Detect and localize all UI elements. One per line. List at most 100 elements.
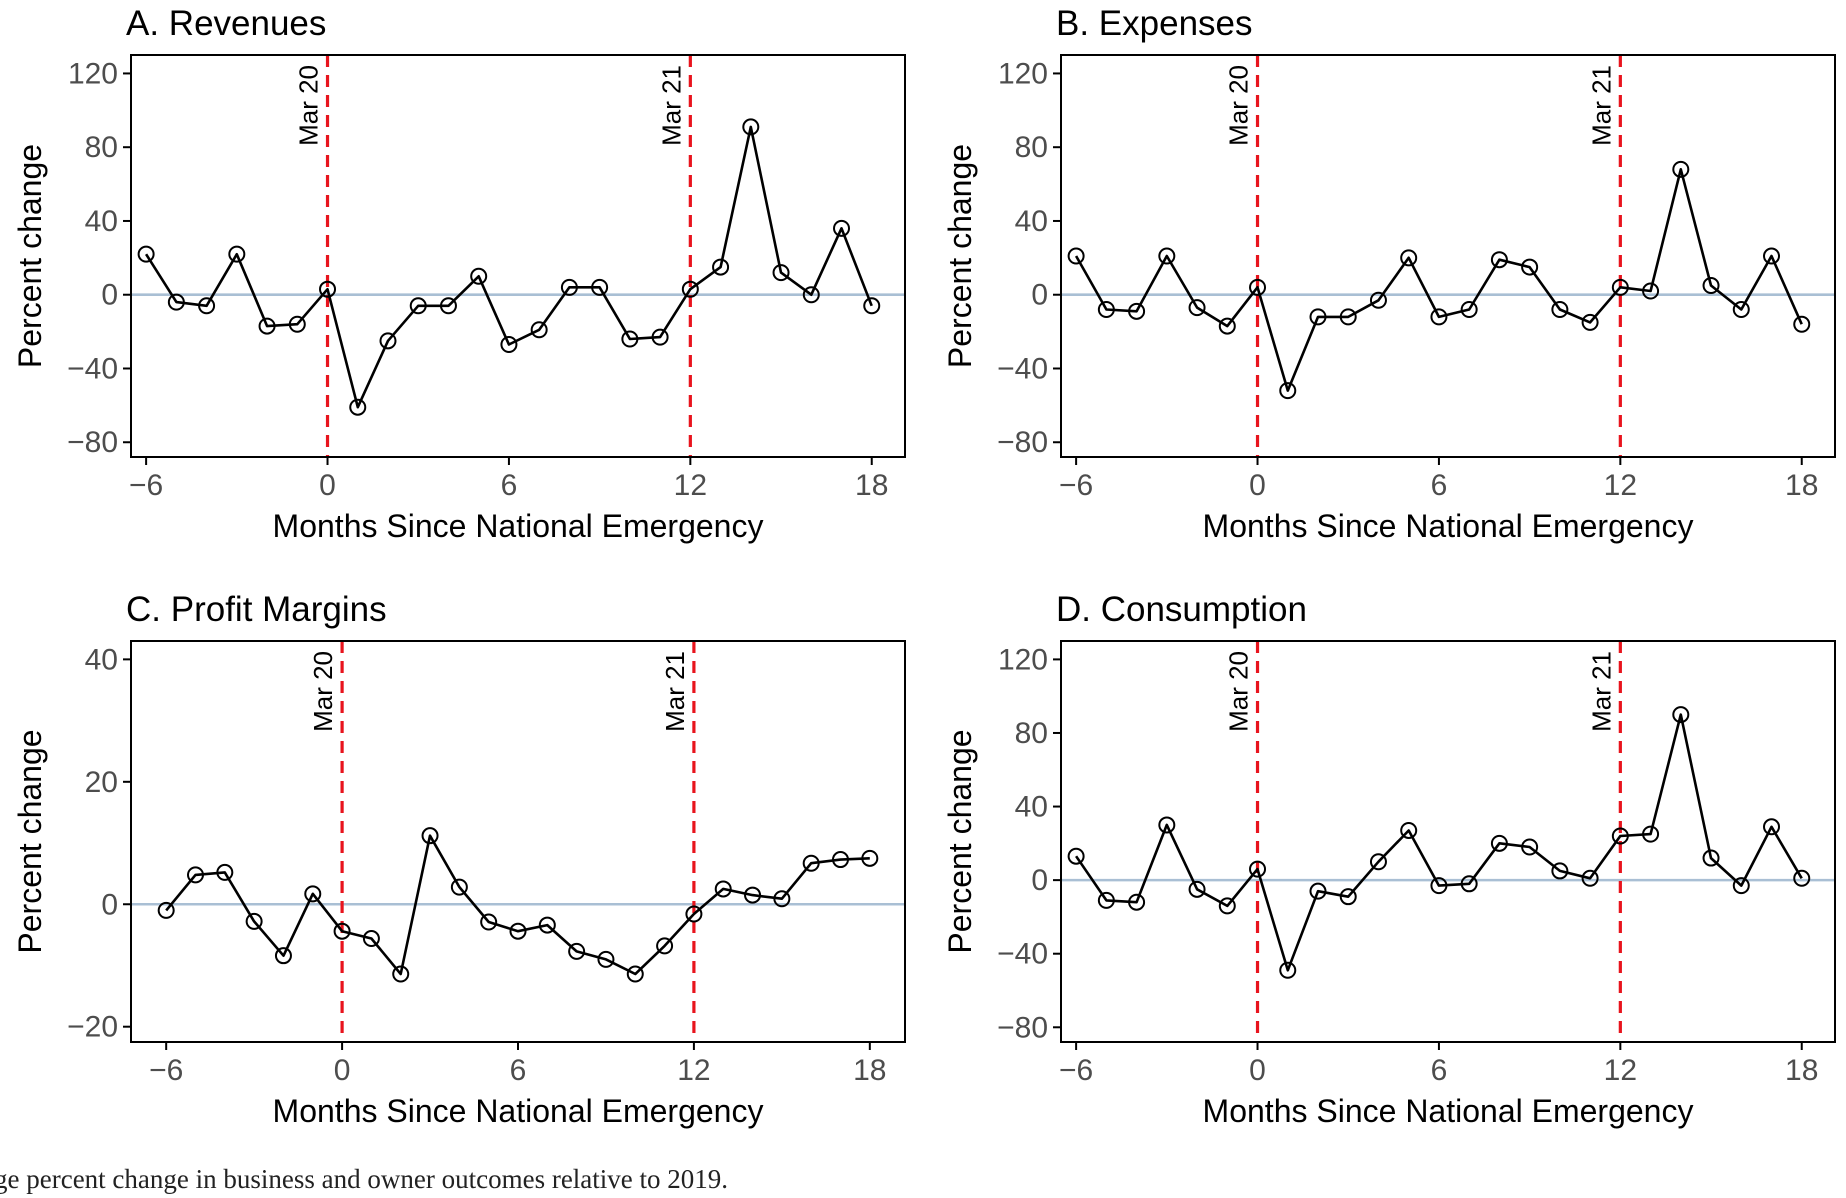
plot-frame	[1060, 640, 1836, 1043]
data-point	[245, 912, 263, 930]
data-point	[1672, 706, 1690, 724]
data-point	[509, 922, 527, 940]
data-point	[1430, 877, 1448, 895]
x-tick-label: 18	[853, 1054, 886, 1087]
event-label: Mar 21	[1586, 65, 1616, 146]
data-point	[137, 245, 155, 263]
y-tick-label: 80	[1015, 131, 1048, 164]
data-point	[1521, 258, 1539, 276]
data-point	[1581, 313, 1599, 331]
data-point	[1158, 247, 1176, 265]
data-point	[802, 854, 820, 872]
data-point	[1279, 961, 1297, 979]
x-tick-label: 18	[1785, 1054, 1818, 1087]
data-point	[861, 849, 879, 867]
y-tick-label: −40	[997, 352, 1048, 385]
data-point	[1702, 277, 1720, 295]
y-tick-label: −80	[67, 426, 118, 459]
chart-panel-a: A. Revenues Mar 20 Mar 21 −80 −40 0 40 80 120 −6 0…	[12, 4, 906, 544]
data-point	[409, 297, 427, 315]
event-label: Mar 20	[308, 651, 338, 732]
data-point	[1369, 853, 1387, 871]
y-tick-label: 0	[101, 279, 118, 312]
y-tick-label: −80	[997, 426, 1048, 459]
data-point	[1732, 877, 1750, 895]
figure-caption: ge percent change in business and owner …	[0, 1164, 729, 1194]
data-point	[1218, 317, 1236, 335]
x-tick-label: 12	[674, 469, 707, 502]
data-point	[530, 321, 548, 339]
y-axis-label: Percent change	[942, 729, 978, 953]
x-tick-label: 12	[677, 1054, 710, 1087]
y-axis-label: Percent change	[12, 729, 48, 953]
y-tick-label: 40	[1015, 205, 1048, 238]
x-axis-label: Months Since National Emergency	[273, 508, 764, 544]
data-point	[1097, 891, 1115, 909]
data-point	[1158, 816, 1176, 834]
y-tick-label: 40	[85, 643, 118, 676]
data-point	[167, 293, 185, 311]
data-point	[288, 315, 306, 333]
data-point	[216, 863, 234, 881]
x-tick-label: 0	[1249, 1054, 1266, 1087]
x-tick-label: 6	[1431, 469, 1448, 502]
plot-frame	[130, 54, 906, 458]
y-tick-label: 0	[1031, 279, 1048, 312]
event-label: Mar 20	[1224, 65, 1254, 146]
y-tick-label: 120	[998, 643, 1048, 676]
data-point	[1249, 278, 1267, 296]
y-tick-label: −40	[67, 352, 118, 385]
data-point	[597, 950, 615, 968]
data-point	[480, 913, 498, 931]
data-point	[1672, 160, 1690, 178]
data-point	[157, 901, 175, 919]
data-point	[319, 280, 337, 298]
series-line	[145, 125, 873, 409]
x-tick-label: 0	[319, 469, 336, 502]
x-tick-label: 6	[1431, 1054, 1448, 1087]
data-point	[304, 885, 322, 903]
data-point	[773, 890, 791, 908]
data-point	[500, 336, 518, 354]
event-label: Mar 20	[294, 65, 324, 146]
event-label: Mar 21	[1586, 651, 1616, 732]
data-point	[1188, 299, 1206, 317]
data-point	[1642, 282, 1660, 300]
y-axis-label: Percent change	[942, 144, 978, 368]
data-point	[1309, 308, 1327, 326]
data-point	[714, 880, 732, 898]
plot-frame	[130, 640, 906, 1043]
data-point	[470, 267, 488, 285]
data-point	[863, 297, 881, 315]
y-tick-label: 120	[68, 57, 118, 90]
panel-title: A. Revenues	[126, 4, 326, 43]
data-point	[1188, 880, 1206, 898]
y-tick-label: 0	[101, 888, 118, 921]
data-point	[1128, 893, 1146, 911]
data-point	[1763, 818, 1781, 836]
data-point	[450, 878, 468, 896]
data-point	[1128, 302, 1146, 320]
series-line	[1074, 168, 1803, 392]
data-point	[1763, 247, 1781, 265]
data-point	[685, 905, 703, 923]
event-label: Mar 21	[656, 65, 686, 146]
y-axis-label: Percent change	[12, 144, 48, 368]
data-point	[1067, 247, 1085, 265]
data-point	[349, 398, 367, 416]
data-point	[333, 922, 351, 940]
x-tick-label: 6	[510, 1054, 527, 1087]
data-point	[1521, 838, 1539, 856]
x-tick-label: −6	[129, 469, 163, 502]
data-point	[1218, 897, 1236, 915]
data-point	[1309, 882, 1327, 900]
data-point	[591, 278, 609, 296]
data-point	[1793, 315, 1811, 333]
data-point	[258, 317, 276, 335]
data-point	[832, 851, 849, 869]
data-point	[421, 827, 439, 845]
x-tick-label: 6	[501, 469, 518, 502]
data-point	[392, 965, 410, 983]
data-point	[656, 937, 674, 955]
